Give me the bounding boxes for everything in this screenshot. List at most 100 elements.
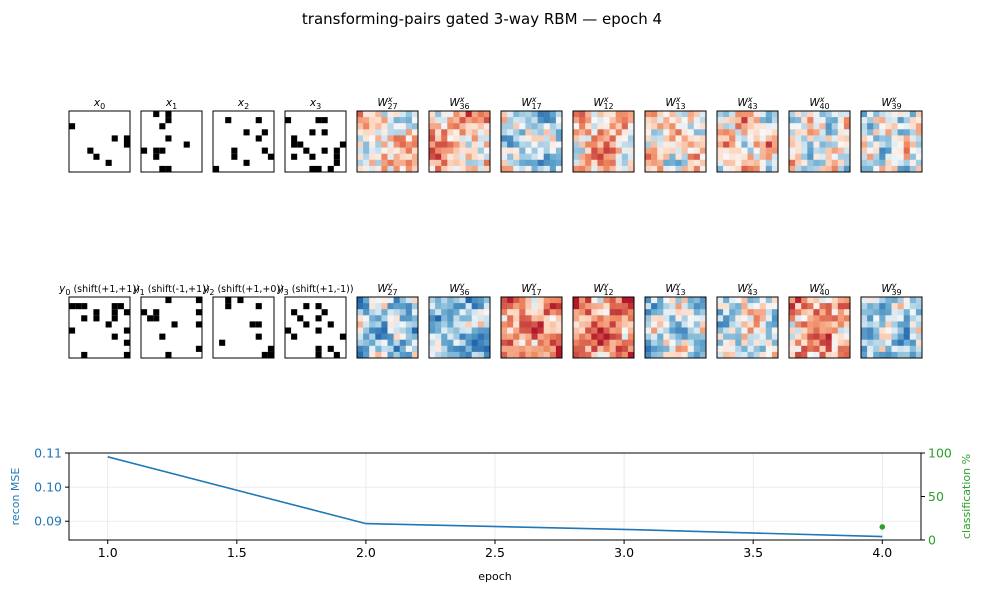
filter-pixel [555,351,563,359]
filter-pixel [747,135,754,142]
filter-pixel [531,117,538,124]
patch-pixel [75,303,82,310]
filter-pixel [729,327,736,334]
filter-pixel [873,333,880,340]
filter-pixel [573,297,580,304]
filter-label: Wx 39 [881,95,901,111]
filter-pixel [663,135,670,142]
filter-pixel [729,315,736,322]
filter-pixel [435,303,442,310]
filter-pixel [465,129,472,136]
filter-pixel [357,159,364,167]
filter-pixel [387,315,394,322]
filter-pixel [681,117,688,124]
filter-pixel [687,141,695,148]
filter-pixel [873,147,880,154]
filter-pixel [891,333,898,340]
filter-pixel [471,129,479,136]
filter-pixel [801,141,808,148]
filter-pixel [471,327,479,334]
filter-pixel [669,141,676,148]
filter-pixel [741,327,748,334]
filter-pixel [651,315,658,322]
filter-pixel [741,339,748,347]
filter-pixel [393,147,400,154]
filter-pixel [477,159,485,167]
filter-pixel [381,165,388,173]
filter-pixel [477,117,485,124]
filter-pixel [753,147,760,154]
filter-pixel [405,141,413,148]
filter-pixel [699,111,707,118]
filter-pixel [699,333,707,340]
filter-pixel [507,321,514,328]
filter-pixel [591,309,598,316]
filter-pixel [603,165,610,173]
filter-pixel [873,135,880,142]
filter-pixel [375,297,382,304]
filter-pixel [789,117,796,124]
filter-pixel [885,339,892,347]
patch-pixel [261,351,268,358]
patch-label: x2 [237,97,249,111]
filter-pixel [543,111,551,118]
filter-pixel [555,123,563,130]
filter-pixel [909,111,917,118]
filter-pixel [441,303,448,310]
y2-tick-label: 100 [928,446,952,461]
filter-pixel [681,315,688,322]
filter-pixel [897,315,904,322]
filter-pixel [801,297,808,304]
filter-pixel [513,129,520,136]
filter-pixel [435,327,442,334]
filter-pixel [795,327,802,334]
filter-pixel [759,165,767,173]
filter-pixel [861,117,868,124]
filter-pixel [477,147,485,154]
filter-pixel [459,111,466,118]
filter-pixel [459,345,466,353]
filter-pixel [765,303,773,310]
filter-pixel [651,339,658,347]
filter-pixel [645,117,652,124]
filter-pixel [807,147,814,154]
filter-patch-wy: Wy 36 [428,281,491,359]
filter-pixel [603,333,610,340]
filter-pixel [747,159,754,167]
filter-pixel [501,315,508,322]
filter-pixel [591,339,598,347]
filter-pixel [411,147,419,154]
filter-pixel [609,135,616,142]
patch-pixel [327,165,334,172]
filter-pixel [723,333,730,340]
filter-pixel [441,351,448,359]
plot-frame [68,452,922,541]
filter-pixel [627,327,635,334]
filter-pixel [627,117,635,124]
filter-pixel [813,159,820,167]
filter-pixel [765,309,773,316]
filter-pixel [555,129,563,136]
filter-pixel [405,303,413,310]
filter-pixel [585,297,592,304]
patch-pixel [327,321,334,328]
filter-pixel [597,135,604,142]
filter-pixel [765,135,773,142]
filter-pixel [891,141,898,148]
filter-pixel [387,309,394,316]
filter-pixel [651,141,658,148]
filter-pixel [453,333,460,340]
filter-pixel [471,159,479,167]
filter-pixel [645,141,652,148]
filter-pixel [459,309,466,316]
filter-pixel [609,315,616,322]
filter-pixel [399,129,407,136]
filter-pixel [891,159,898,167]
filter-pixel [369,159,376,167]
filter-pixel [429,123,436,130]
filter-pixel [801,147,808,154]
filter-pixel [693,159,701,167]
filter-pixel [717,159,724,167]
filter-pixel [819,333,826,340]
filter-pixel [723,309,730,316]
